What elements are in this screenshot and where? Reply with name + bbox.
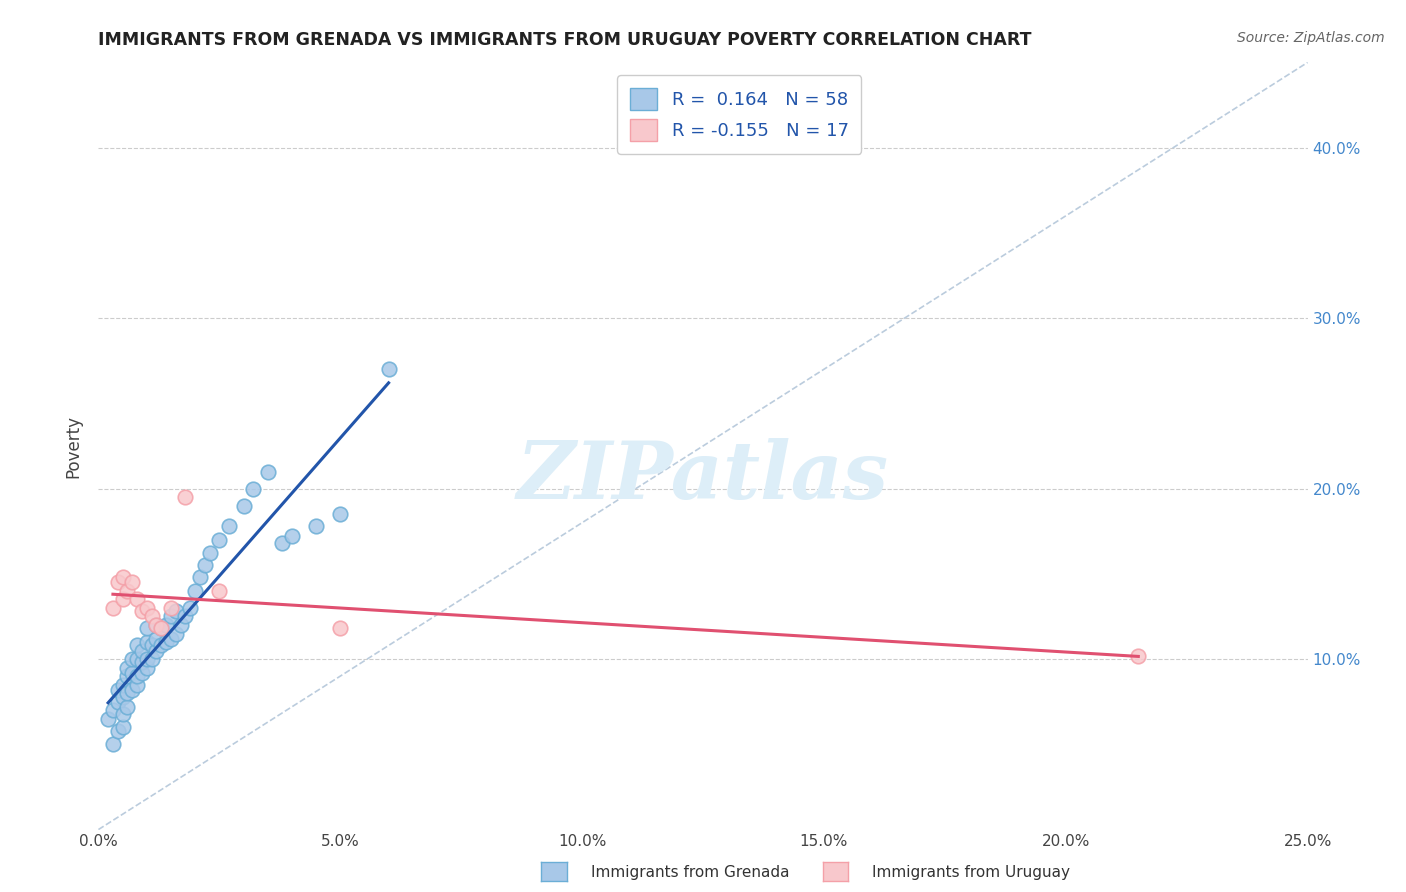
Point [127, 652, 149, 666]
Point [281, 529, 304, 543]
Point [141, 639, 163, 653]
Text: IMMIGRANTS FROM GRENADA VS IMMIGRANTS FROM URUGUAY POVERTY CORRELATION CHART: IMMIGRANTS FROM GRENADA VS IMMIGRANTS FR… [98, 31, 1032, 49]
Point [1128, 648, 1150, 663]
Point [135, 621, 157, 635]
Point [131, 643, 153, 657]
Point [242, 482, 264, 496]
Point [121, 575, 143, 590]
Point [101, 737, 124, 751]
Point [111, 720, 134, 734]
Text: Immigrants from Uruguay: Immigrants from Uruguay [872, 865, 1070, 880]
Point [169, 618, 191, 632]
Point [131, 604, 153, 618]
Point [141, 609, 163, 624]
Point [107, 575, 129, 590]
Point [107, 723, 129, 738]
Point [145, 632, 167, 646]
Point [256, 465, 278, 479]
Point [117, 583, 139, 598]
Point [117, 669, 139, 683]
Point [111, 570, 134, 584]
Point [131, 665, 153, 680]
Point [179, 601, 201, 615]
Point [135, 652, 157, 666]
Point [111, 678, 134, 692]
Point [127, 639, 149, 653]
Point [271, 536, 294, 550]
Point [101, 703, 124, 717]
Text: Source: ZipAtlas.com: Source: ZipAtlas.com [1237, 31, 1385, 45]
Point [97, 712, 120, 726]
Point [107, 695, 129, 709]
Point [121, 665, 143, 680]
Point [111, 592, 134, 607]
Point [127, 592, 149, 607]
Point [127, 678, 149, 692]
Point [101, 601, 124, 615]
Point [188, 570, 211, 584]
Text: ZIPatlas: ZIPatlas [517, 438, 889, 516]
Point [135, 601, 157, 615]
Y-axis label: Poverty: Poverty [65, 415, 83, 477]
Point [150, 639, 173, 653]
Point [377, 362, 399, 376]
Point [194, 558, 217, 573]
Point [145, 643, 167, 657]
Point [135, 660, 157, 674]
Point [141, 652, 163, 666]
Point [232, 499, 254, 513]
Point [155, 635, 177, 649]
Point [121, 652, 143, 666]
Point [117, 686, 139, 700]
Point [174, 490, 197, 504]
Point [145, 618, 167, 632]
Point [111, 690, 134, 704]
Point [329, 621, 352, 635]
Point [135, 635, 157, 649]
Point [218, 519, 240, 533]
Point [155, 618, 177, 632]
Point [150, 621, 173, 635]
Point [165, 604, 187, 618]
Point [165, 626, 187, 640]
Legend: R =  0.164   N = 58, R = -0.155   N = 17: R = 0.164 N = 58, R = -0.155 N = 17 [617, 75, 862, 153]
Point [117, 699, 139, 714]
Point [198, 546, 221, 560]
Point [117, 660, 139, 674]
Point [127, 669, 149, 683]
Point [107, 682, 129, 697]
Point [305, 519, 328, 533]
Point [208, 533, 231, 547]
Text: Immigrants from Grenada: Immigrants from Grenada [591, 865, 789, 880]
Point [150, 621, 173, 635]
Point [208, 583, 231, 598]
Point [184, 583, 207, 598]
Point [111, 706, 134, 721]
Point [160, 609, 183, 624]
Point [174, 609, 197, 624]
Point [160, 632, 183, 646]
Point [145, 618, 167, 632]
Point [131, 656, 153, 670]
Point [160, 601, 183, 615]
Point [121, 682, 143, 697]
Point [329, 507, 352, 521]
